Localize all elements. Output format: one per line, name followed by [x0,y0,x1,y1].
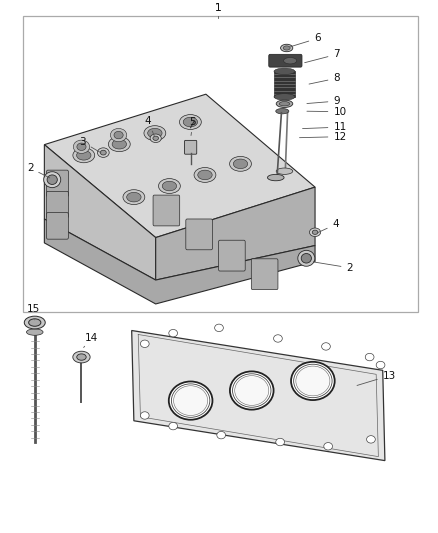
Text: 10: 10 [307,107,346,117]
Ellipse shape [159,179,180,193]
Polygon shape [44,219,315,304]
FancyBboxPatch shape [46,213,68,239]
Ellipse shape [217,431,226,439]
Ellipse shape [298,251,315,266]
Text: 2: 2 [27,163,50,178]
Polygon shape [132,330,385,461]
Text: 9: 9 [307,96,340,106]
Ellipse shape [301,254,311,263]
Text: 13: 13 [357,370,396,385]
Ellipse shape [283,46,290,50]
Ellipse shape [274,94,295,100]
Text: 1: 1 [215,4,222,13]
Ellipse shape [109,137,130,152]
Ellipse shape [112,140,127,149]
FancyBboxPatch shape [184,140,197,154]
FancyBboxPatch shape [269,54,302,67]
Ellipse shape [169,422,177,430]
Ellipse shape [276,168,293,174]
Polygon shape [44,94,315,238]
Text: 4: 4 [145,116,155,137]
Ellipse shape [230,156,251,171]
Text: 7: 7 [305,50,340,63]
Ellipse shape [215,324,223,332]
Ellipse shape [114,131,123,139]
Text: 5: 5 [190,117,196,135]
Ellipse shape [150,134,161,142]
Ellipse shape [77,150,91,160]
Ellipse shape [141,340,149,348]
Text: 11: 11 [303,122,346,132]
Ellipse shape [183,117,198,127]
Ellipse shape [274,68,295,75]
Ellipse shape [324,442,332,450]
Ellipse shape [321,343,330,350]
Ellipse shape [312,230,318,235]
Bar [22,15,418,312]
FancyBboxPatch shape [219,240,245,271]
Ellipse shape [169,382,212,419]
Ellipse shape [230,372,274,410]
FancyBboxPatch shape [274,71,295,97]
FancyBboxPatch shape [46,191,68,218]
Ellipse shape [180,115,201,130]
Ellipse shape [162,181,177,191]
FancyBboxPatch shape [46,170,68,197]
Ellipse shape [28,319,41,326]
Ellipse shape [100,150,106,155]
Ellipse shape [310,228,321,237]
Ellipse shape [73,140,90,154]
Ellipse shape [281,44,293,52]
Text: 4: 4 [318,219,339,233]
Ellipse shape [291,362,335,400]
Ellipse shape [296,366,330,396]
Text: 12: 12 [300,132,346,142]
Ellipse shape [276,100,293,108]
Ellipse shape [97,148,109,157]
Ellipse shape [77,143,86,150]
Ellipse shape [376,361,385,369]
Ellipse shape [268,174,284,181]
Ellipse shape [173,386,208,416]
Ellipse shape [24,316,45,329]
Ellipse shape [233,159,248,168]
FancyBboxPatch shape [251,259,278,289]
Text: 8: 8 [309,73,340,84]
Ellipse shape [365,353,374,361]
FancyBboxPatch shape [186,219,212,250]
Ellipse shape [276,438,285,446]
Ellipse shape [144,126,166,141]
Polygon shape [155,187,315,280]
Text: 2: 2 [314,262,353,273]
Ellipse shape [279,102,290,106]
Ellipse shape [148,128,162,138]
Ellipse shape [284,58,297,64]
Ellipse shape [141,412,149,419]
Text: 1: 1 [215,4,222,13]
Ellipse shape [73,148,95,163]
Text: 15: 15 [27,304,40,320]
Ellipse shape [127,192,141,202]
Text: 14: 14 [84,334,98,348]
Text: 6: 6 [291,34,321,47]
Ellipse shape [169,329,177,337]
Ellipse shape [44,172,61,188]
Polygon shape [44,144,155,280]
Ellipse shape [235,376,269,406]
FancyBboxPatch shape [153,195,180,226]
Ellipse shape [123,190,145,205]
Text: 3: 3 [79,137,101,153]
Ellipse shape [47,175,57,184]
Ellipse shape [26,329,43,335]
Ellipse shape [194,167,216,182]
Ellipse shape [198,170,212,180]
Ellipse shape [274,335,283,342]
Ellipse shape [73,351,90,363]
Ellipse shape [153,136,159,140]
Ellipse shape [110,128,127,142]
Ellipse shape [276,109,289,114]
Ellipse shape [77,354,86,360]
Ellipse shape [367,435,375,443]
